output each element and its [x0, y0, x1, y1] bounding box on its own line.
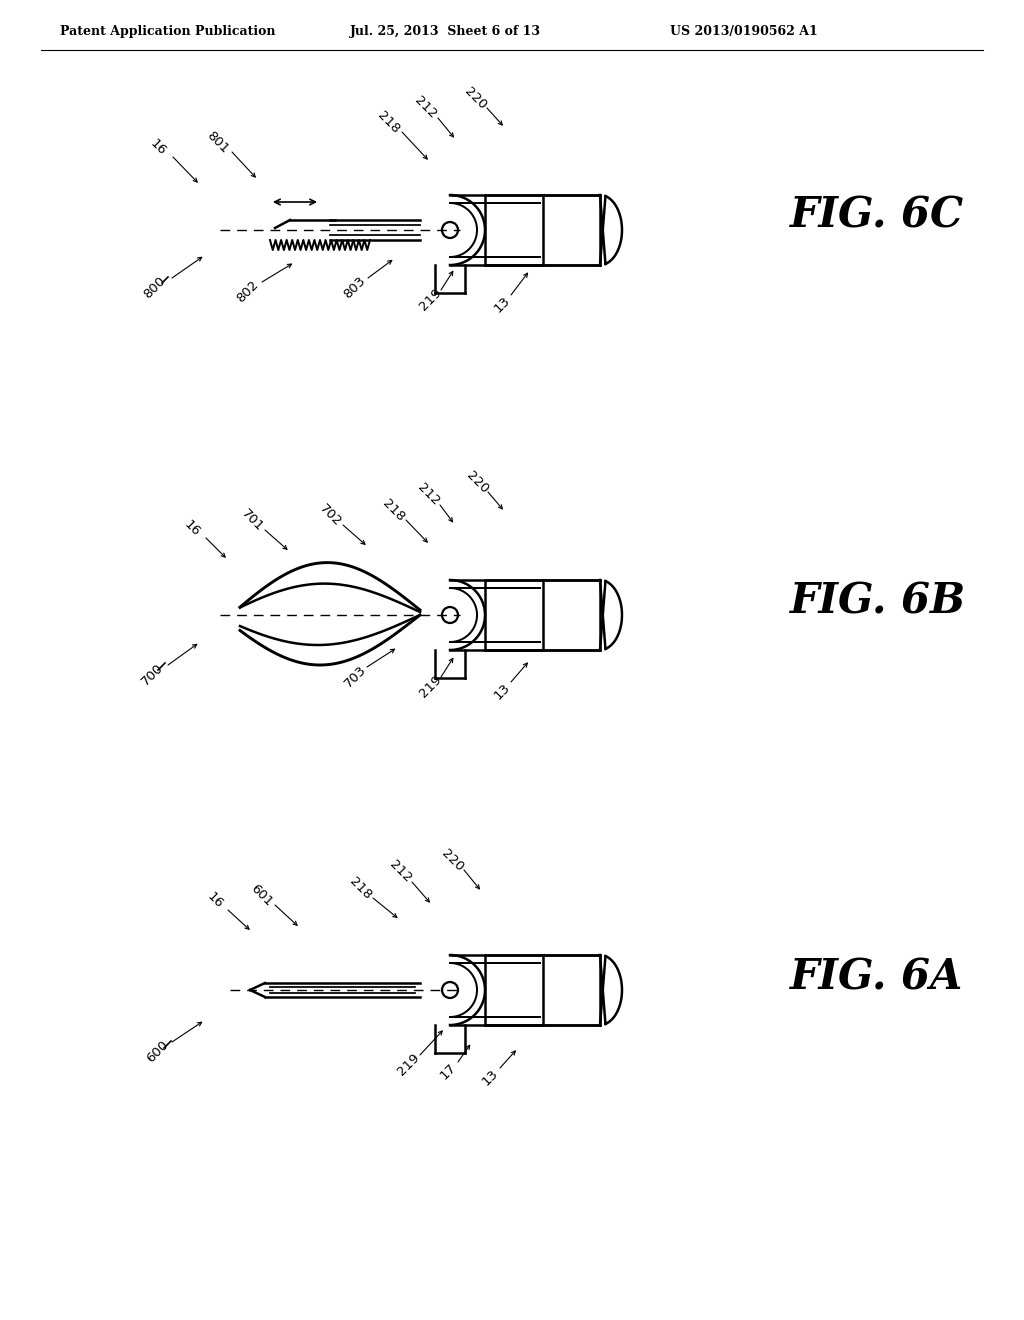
Text: 212: 212 [415, 482, 441, 508]
Text: 700: 700 [138, 661, 166, 689]
Text: 220: 220 [462, 84, 488, 112]
Text: 600: 600 [144, 1039, 171, 1065]
Text: 703: 703 [341, 664, 369, 690]
Text: 702: 702 [316, 502, 344, 528]
Text: 212: 212 [386, 858, 414, 886]
Text: 219: 219 [417, 286, 443, 314]
Bar [485, 954, 600, 1026]
Text: Jul. 25, 2013  Sheet 6 of 13: Jul. 25, 2013 Sheet 6 of 13 [350, 25, 541, 38]
Text: 17: 17 [437, 1061, 459, 1082]
Text: 800: 800 [141, 275, 169, 301]
Text: US 2013/0190562 A1: US 2013/0190562 A1 [670, 25, 818, 38]
Text: 16: 16 [205, 890, 225, 911]
Text: 16: 16 [147, 136, 169, 157]
Text: 219: 219 [394, 1052, 422, 1078]
Text: 219: 219 [417, 673, 443, 701]
Text: 218: 218 [375, 108, 401, 136]
Text: FIG. 6C: FIG. 6C [790, 194, 965, 236]
Text: 802: 802 [234, 279, 261, 305]
Bar [485, 195, 600, 265]
Text: 220: 220 [464, 469, 490, 495]
Text: 801: 801 [205, 128, 231, 156]
Text: 16: 16 [181, 517, 203, 539]
Text: 13: 13 [479, 1068, 501, 1089]
Text: 601: 601 [249, 882, 275, 908]
Text: 218: 218 [380, 496, 407, 524]
Text: FIG. 6B: FIG. 6B [790, 581, 966, 623]
Bar [485, 579, 600, 649]
Text: 701: 701 [239, 507, 265, 533]
Text: 220: 220 [438, 846, 466, 874]
Text: 218: 218 [346, 874, 374, 902]
Text: 803: 803 [341, 275, 369, 301]
Text: 212: 212 [412, 95, 438, 121]
Text: 13: 13 [492, 294, 513, 315]
Text: Patent Application Publication: Patent Application Publication [60, 25, 275, 38]
Text: FIG. 6A: FIG. 6A [790, 956, 964, 998]
Text: 13: 13 [492, 681, 513, 702]
